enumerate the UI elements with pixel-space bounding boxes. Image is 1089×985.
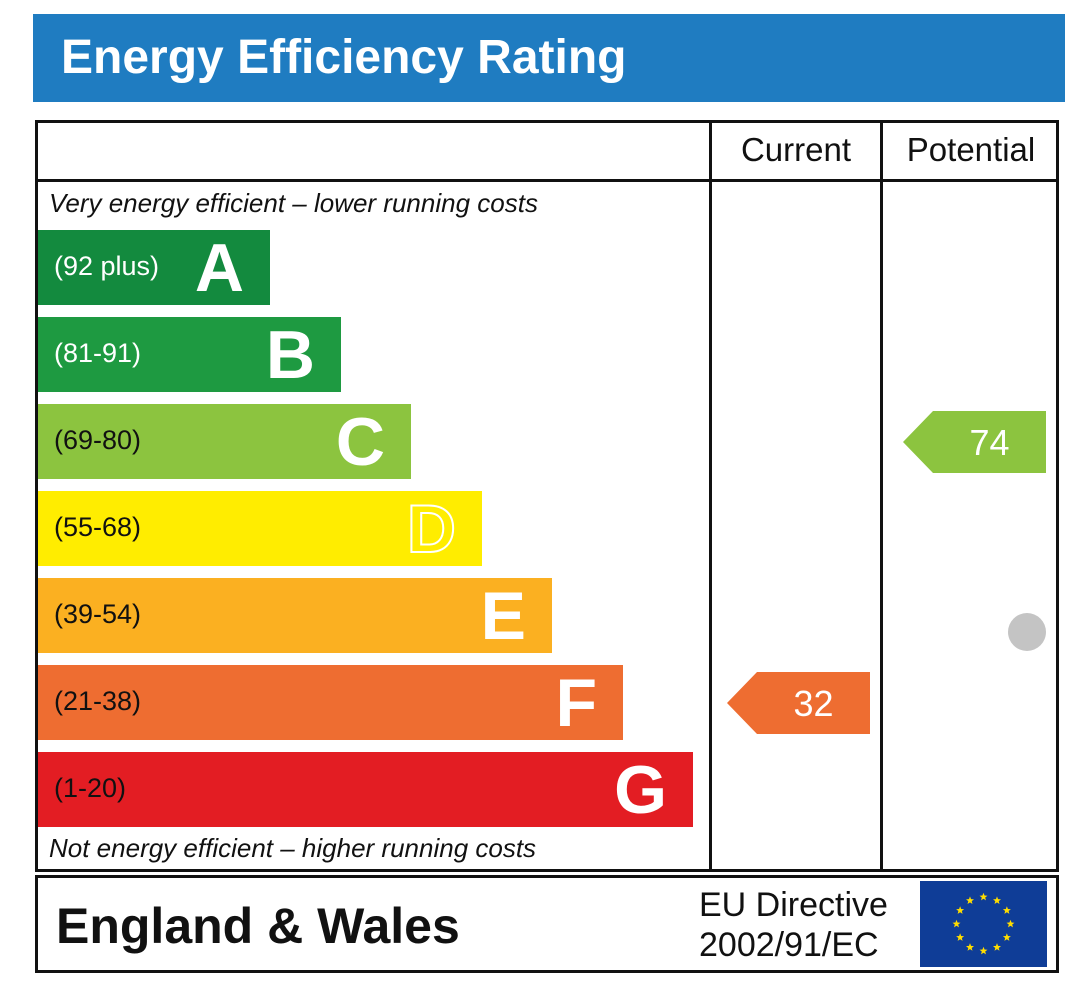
band-letter: E bbox=[480, 578, 526, 654]
band-a: (92 plus) A bbox=[38, 230, 270, 305]
eu-star bbox=[952, 919, 961, 928]
directive-line-2: 2002/91/EC bbox=[699, 926, 879, 964]
band-b: (81-91) B bbox=[38, 317, 341, 392]
band-range-label: (69-80) bbox=[54, 425, 142, 455]
potential-arrow-shape bbox=[903, 410, 1046, 473]
band-letter: B bbox=[265, 317, 315, 393]
band-c: (69-80) C bbox=[38, 404, 411, 479]
country-label: England & Wales bbox=[56, 898, 460, 954]
potential-column-header: Potential bbox=[906, 131, 1036, 168]
band-d: (55-68) D bbox=[38, 491, 482, 566]
band-letter: G bbox=[614, 752, 667, 828]
band-letter: F bbox=[555, 665, 597, 741]
band-g: (1-20) G bbox=[38, 752, 693, 827]
page-title: Energy Efficiency Rating bbox=[61, 31, 627, 84]
band-range-label: (1-20) bbox=[54, 773, 127, 803]
rating-table bbox=[35, 120, 1059, 872]
current-rating-value: 32 bbox=[793, 682, 834, 724]
eu-star bbox=[979, 946, 988, 955]
eu-star bbox=[1002, 933, 1011, 941]
bottom-note: Not energy efficient – higher running co… bbox=[49, 833, 537, 863]
band-letter: A bbox=[194, 230, 244, 306]
band-range-label: (55-68) bbox=[54, 512, 142, 542]
potential-rating-arrow: 74 bbox=[903, 410, 1046, 473]
band-range-label: (81-91) bbox=[54, 338, 142, 368]
eu-star bbox=[1002, 906, 1011, 914]
potential-rating-value: 74 bbox=[969, 421, 1010, 463]
eu-flag-icon bbox=[920, 881, 1047, 967]
band-letter: D bbox=[406, 491, 457, 567]
eu-star bbox=[966, 896, 974, 905]
band-range-label: (92 plus) bbox=[54, 251, 160, 281]
current-rating-arrow: 32 bbox=[727, 671, 870, 734]
eu-star bbox=[966, 943, 974, 951]
directive-line-1: EU Directive bbox=[699, 886, 888, 924]
header-bar: Energy Efficiency Rating bbox=[33, 14, 1065, 102]
eu-star bbox=[956, 933, 965, 941]
band-range-label: (39-54) bbox=[54, 599, 142, 629]
eu-star bbox=[993, 943, 1001, 951]
eu-star bbox=[979, 892, 988, 901]
current-arrow-shape bbox=[727, 671, 870, 734]
column-divider-current bbox=[709, 120, 712, 872]
band-letter: C bbox=[335, 404, 385, 480]
eu-star bbox=[1006, 919, 1015, 928]
footer: England & Wales EU Directive 2002/91/EC bbox=[35, 875, 1059, 973]
header-row-divider bbox=[35, 179, 1059, 182]
band-e: (39-54) E bbox=[38, 578, 552, 653]
top-note: Very energy efficient – lower running co… bbox=[49, 188, 538, 218]
grey-dot bbox=[1008, 613, 1046, 651]
eu-star bbox=[956, 906, 965, 914]
current-column-header: Current bbox=[740, 131, 852, 168]
band-f: (21-38) F bbox=[38, 665, 623, 740]
column-divider-potential bbox=[880, 120, 883, 872]
eu-star bbox=[993, 896, 1001, 905]
band-range-label: (21-38) bbox=[54, 686, 142, 716]
